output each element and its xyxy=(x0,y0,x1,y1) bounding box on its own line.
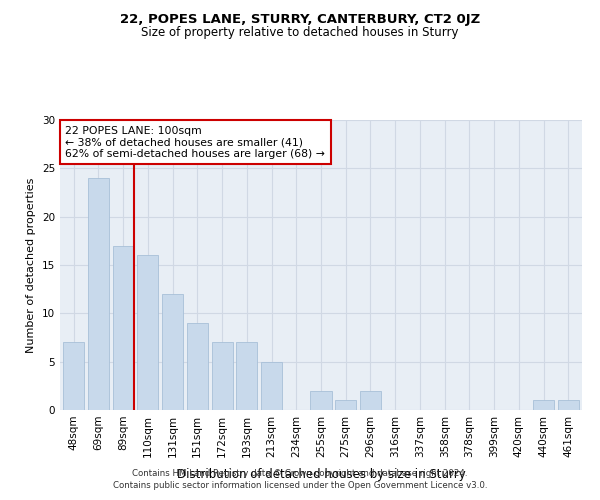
Text: Size of property relative to detached houses in Sturry: Size of property relative to detached ho… xyxy=(141,26,459,39)
Bar xyxy=(360,390,381,410)
Bar xyxy=(310,390,332,410)
Bar xyxy=(88,178,109,410)
Text: 22, POPES LANE, STURRY, CANTERBURY, CT2 0JZ: 22, POPES LANE, STURRY, CANTERBURY, CT2 … xyxy=(120,12,480,26)
Bar xyxy=(137,256,158,410)
Bar xyxy=(236,342,257,410)
Bar xyxy=(187,323,208,410)
Bar xyxy=(335,400,356,410)
Text: Contains public sector information licensed under the Open Government Licence v3: Contains public sector information licen… xyxy=(113,481,487,490)
Bar xyxy=(533,400,554,410)
Bar xyxy=(261,362,282,410)
Bar xyxy=(212,342,233,410)
Bar xyxy=(558,400,579,410)
Bar xyxy=(113,246,134,410)
Text: 22 POPES LANE: 100sqm
← 38% of detached houses are smaller (41)
62% of semi-deta: 22 POPES LANE: 100sqm ← 38% of detached … xyxy=(65,126,325,159)
Bar xyxy=(162,294,183,410)
Y-axis label: Number of detached properties: Number of detached properties xyxy=(26,178,37,352)
Bar xyxy=(63,342,84,410)
Text: Contains HM Land Registry data © Crown copyright and database right 2024.: Contains HM Land Registry data © Crown c… xyxy=(132,468,468,477)
X-axis label: Distribution of detached houses by size in Sturry: Distribution of detached houses by size … xyxy=(176,468,466,481)
